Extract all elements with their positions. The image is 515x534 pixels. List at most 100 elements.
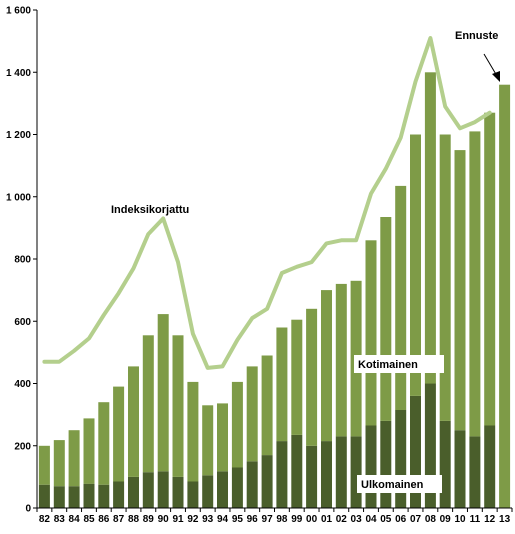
bar-kotimainen-94 (217, 403, 228, 472)
bar-ennuste-13 (499, 84, 511, 508)
x-tick-label: 08 (425, 514, 437, 525)
bar-kotimainen-86 (98, 402, 110, 485)
bar-kotimainen-04 (365, 240, 377, 426)
bar-kotimainen-83 (53, 440, 65, 487)
ennuste-arrowhead (492, 71, 500, 82)
x-tick-label: 84 (69, 514, 81, 525)
bar-kotimainen-11 (469, 131, 481, 437)
x-tick-label: 06 (395, 514, 407, 525)
bar-ulkomainen-90 (157, 471, 169, 508)
x-tick-label: 86 (98, 514, 110, 525)
y-tick-label: 0 (25, 504, 31, 515)
bar-kotimainen-98 (276, 327, 288, 442)
y-tick-label: 400 (14, 379, 31, 390)
ulkomainen-label-bg (357, 475, 442, 493)
ulkomainen-label: Ulkomainen (361, 479, 424, 491)
x-tick-label: 90 (158, 514, 170, 525)
x-tick-label: 07 (410, 514, 422, 525)
x-tick-label: 92 (187, 514, 199, 525)
x-tick-label: 89 (143, 514, 155, 525)
bar-ulkomainen-10 (454, 430, 466, 508)
bar-ulkomainen-01 (321, 441, 332, 508)
x-tick-label: 05 (380, 514, 392, 525)
bar-ulkomainen-03 (350, 436, 362, 508)
bar-kotimainen-10 (454, 150, 466, 431)
x-tick-label: 03 (351, 514, 363, 525)
bar-ulkomainen-91 (172, 476, 184, 508)
ennuste-arrow-line (483, 53, 498, 77)
bar-kotimainen-85 (83, 418, 95, 484)
bar-kotimainen-99 (291, 319, 303, 435)
bar-ulkomainen-09 (439, 420, 451, 508)
line-layer (42, 36, 492, 370)
x-tick-label: 99 (291, 514, 303, 525)
bar-kotimainen-93 (202, 405, 214, 476)
bar-ulkomainen-04 (365, 425, 377, 508)
x-tick-label: 83 (54, 514, 66, 525)
x-tick-label: 04 (365, 514, 377, 525)
bar-ulkomainen-02 (335, 436, 347, 508)
bar-kotimainen-02 (335, 283, 347, 437)
x-tick-label: 13 (499, 514, 511, 525)
bar-kotimainen-95 (231, 381, 243, 468)
x-tick-label: 11 (470, 514, 481, 525)
annotation-layer: Indeksikorjattu Ennuste Kotimainen Ulkom… (111, 30, 500, 493)
y-tick-label: 200 (14, 441, 31, 452)
x-tick-label: 02 (336, 514, 348, 525)
bar-ulkomainen-93 (202, 475, 214, 508)
x-tick-label: 95 (232, 514, 244, 525)
bar-kotimainen-96 (246, 366, 258, 462)
bar-ulkomainen-86 (98, 484, 110, 508)
indeksikorjattu-label: Indeksikorjattu (111, 204, 189, 216)
bar-ulkomainen-83 (53, 486, 65, 508)
bar-kotimainen-97 (261, 355, 273, 456)
y-tick-label: 1 000 (6, 192, 31, 203)
bar-ulkomainen-87 (113, 481, 125, 508)
y-tick-label: 600 (14, 317, 31, 328)
bar-ulkomainen-85 (83, 483, 95, 508)
x-tick-label: 12 (484, 514, 496, 525)
bar-kotimainen-06 (395, 185, 407, 410)
bar-ulkomainen-98 (276, 441, 288, 508)
bar-kotimainen-07 (410, 134, 421, 396)
x-tick-label: 91 (172, 514, 184, 525)
x-tick-label: 97 (262, 514, 274, 525)
bar-kotimainen-91 (172, 335, 184, 477)
bar-kotimainen-87 (113, 386, 125, 482)
bar-ulkomainen-89 (142, 472, 154, 508)
x-tick-label: 82 (39, 514, 51, 525)
bar-ulkomainen-11 (469, 436, 481, 508)
bar-kotimainen-89 (142, 335, 154, 473)
bar-ulkomainen-82 (38, 484, 50, 508)
bar-ulkomainen-05 (380, 420, 392, 508)
bar-ulkomainen-99 (291, 434, 303, 508)
bar-ulkomainen-88 (128, 476, 139, 508)
line-indeksikorjattu (42, 36, 492, 370)
bar-ulkomainen-84 (68, 486, 80, 508)
bar-kotimainen-05 (380, 217, 392, 421)
bar-kotimainen-00 (306, 308, 318, 446)
x-tick-label: 87 (113, 514, 125, 525)
bar-ulkomainen-95 (231, 467, 243, 508)
bar-kotimainen-88 (128, 366, 139, 477)
kotimainen-label-bg (354, 355, 444, 373)
bar-ulkomainen-92 (187, 481, 199, 508)
x-tick-label: 96 (247, 514, 259, 525)
y-tick-label: 1 600 (6, 6, 31, 17)
bars-layer (38, 72, 511, 509)
y-tick-label: 1 200 (6, 130, 31, 141)
y-tick-label: 1 400 (6, 68, 31, 79)
kotimainen-label: Kotimainen (358, 359, 418, 371)
bar-kotimainen-12 (484, 112, 496, 426)
x-tick-label: 98 (276, 514, 288, 525)
bar-ulkomainen-12 (484, 425, 496, 508)
bar-ulkomainen-94 (217, 471, 228, 508)
x-tick-label: 88 (128, 514, 140, 525)
x-tick-label: 93 (202, 514, 214, 525)
bar-ulkomainen-96 (246, 461, 258, 508)
x-tick-label: 09 (440, 514, 452, 525)
x-tick-label: 85 (83, 514, 95, 525)
bar-kotimainen-90 (157, 314, 169, 472)
